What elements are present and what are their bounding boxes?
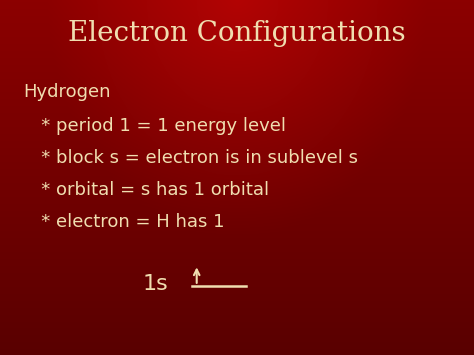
Text: * period 1 = 1 energy level: * period 1 = 1 energy level — [24, 117, 286, 135]
Text: Hydrogen: Hydrogen — [24, 83, 111, 101]
Text: * orbital = s has 1 orbital: * orbital = s has 1 orbital — [24, 181, 269, 199]
Text: * block s = electron is in sublevel s: * block s = electron is in sublevel s — [24, 149, 358, 167]
Text: * electron = H has 1: * electron = H has 1 — [24, 213, 224, 231]
Bar — [0, 0, 474, 57]
Text: Electron Configurations: Electron Configurations — [68, 20, 406, 47]
Text: 1s: 1s — [142, 274, 168, 294]
